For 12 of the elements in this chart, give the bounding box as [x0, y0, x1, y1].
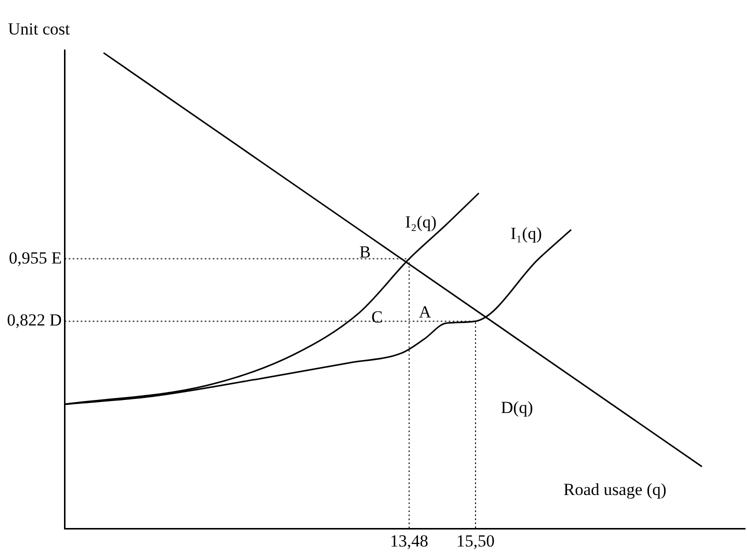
annotation: B	[359, 242, 371, 262]
x-axis-title: Road usage (q)	[564, 480, 666, 500]
y-tick-label: 0,822 D	[6, 310, 62, 330]
series-label: I₂(q)	[405, 212, 437, 232]
text: D(q)	[500, 398, 534, 418]
annotation: A	[418, 302, 432, 322]
y-tick-label: 0,955 E	[8, 248, 62, 268]
annotation: C	[371, 307, 383, 326]
series-label: I₁(q)	[510, 224, 542, 244]
x-tick-label: 15,50	[456, 531, 495, 550]
y-axis-title: Unit cost	[8, 19, 70, 38]
x-tick-label: 13,48	[390, 531, 428, 550]
